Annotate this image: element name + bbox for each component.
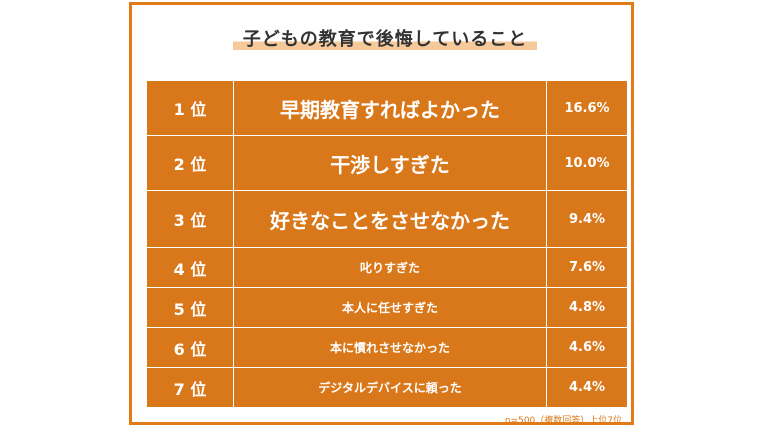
chart-title-wrapper: 子どもの教育で後悔していること bbox=[0, 25, 770, 52]
rank-cell: 6 位 bbox=[146, 327, 234, 368]
label-cell: 本人に任せすぎた bbox=[233, 287, 547, 328]
rank-cell: 5 位 bbox=[146, 287, 234, 328]
table-row: 6 位 本に慣れさせなかった 4.6% bbox=[146, 327, 628, 368]
rank-cell: 2 位 bbox=[146, 135, 234, 191]
table-row: 1 位 早期教育すればよかった 16.6% bbox=[146, 80, 628, 136]
value-cell: 10.0% bbox=[546, 135, 628, 191]
label-cell: 早期教育すればよかった bbox=[233, 80, 547, 136]
table-row: 5 位 本人に任せすぎた 4.8% bbox=[146, 287, 628, 328]
table-row: 4 位 叱りすぎた 7.6% bbox=[146, 247, 628, 288]
sample-note: n=500（複数回答）上位7位 bbox=[504, 416, 622, 426]
rank-cell: 3 位 bbox=[146, 190, 234, 248]
rank-cell: 7 位 bbox=[146, 367, 234, 408]
value-cell: 7.6% bbox=[546, 247, 628, 288]
table-row: 2 位 干渉しすぎた 10.0% bbox=[146, 135, 628, 191]
rank-cell: 4 位 bbox=[146, 247, 234, 288]
value-cell: 16.6% bbox=[546, 80, 628, 136]
table-row: 3 位 好きなことをさせなかった 9.4% bbox=[146, 190, 628, 248]
value-cell: 4.6% bbox=[546, 327, 628, 368]
value-cell: 4.4% bbox=[546, 367, 628, 408]
value-cell: 4.8% bbox=[546, 287, 628, 328]
label-cell: 叱りすぎた bbox=[233, 247, 547, 288]
label-cell: 本に慣れさせなかった bbox=[233, 327, 547, 368]
label-cell: 干渉しすぎた bbox=[233, 135, 547, 191]
chart-title: 子どもの教育で後悔していること bbox=[232, 25, 538, 52]
label-cell: 好きなことをさせなかった bbox=[233, 190, 547, 248]
rank-cell: 1 位 bbox=[146, 80, 234, 136]
table-row: 7 位 デジタルデバイスに頼った 4.4% bbox=[146, 367, 628, 408]
label-cell: デジタルデバイスに頼った bbox=[233, 367, 547, 408]
value-cell: 9.4% bbox=[546, 190, 628, 248]
ranking-table: 1 位 早期教育すればよかった 16.6% 2 位 干渉しすぎた 10.0% 3… bbox=[146, 80, 628, 408]
